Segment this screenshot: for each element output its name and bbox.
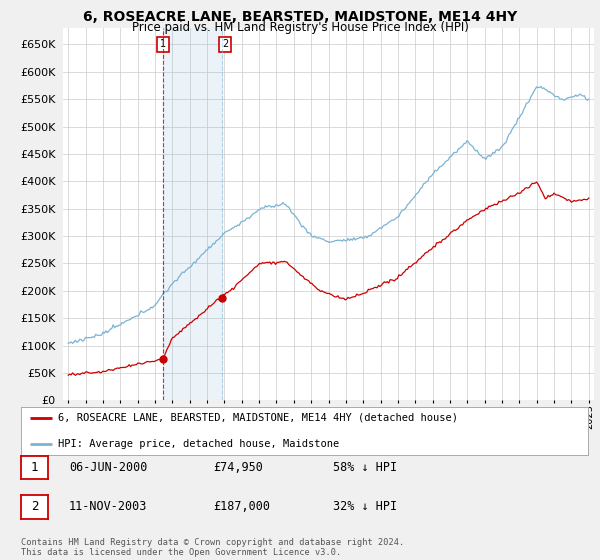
Bar (163, 28, 222, 400)
Text: Contains HM Land Registry data © Crown copyright and database right 2024.
This d: Contains HM Land Registry data © Crown c… (21, 538, 404, 557)
Text: 6, ROSEACRE LANE, BEARSTED, MAIDSTONE, ME14 4HY: 6, ROSEACRE LANE, BEARSTED, MAIDSTONE, M… (83, 10, 517, 24)
Text: £74,950: £74,950 (213, 461, 263, 474)
Text: 2: 2 (31, 500, 38, 514)
Text: 06-JUN-2000: 06-JUN-2000 (69, 461, 148, 474)
Text: 11-NOV-2003: 11-NOV-2003 (69, 500, 148, 514)
Text: Price paid vs. HM Land Registry's House Price Index (HPI): Price paid vs. HM Land Registry's House … (131, 21, 469, 34)
Text: 1: 1 (160, 39, 166, 49)
Text: 1: 1 (31, 461, 38, 474)
Text: £187,000: £187,000 (213, 500, 270, 514)
Text: 32% ↓ HPI: 32% ↓ HPI (333, 500, 397, 514)
Text: 6, ROSEACRE LANE, BEARSTED, MAIDSTONE, ME14 4HY (detached house): 6, ROSEACRE LANE, BEARSTED, MAIDSTONE, M… (58, 413, 458, 423)
Text: 58% ↓ HPI: 58% ↓ HPI (333, 461, 397, 474)
Text: HPI: Average price, detached house, Maidstone: HPI: Average price, detached house, Maid… (58, 439, 339, 449)
Text: 2: 2 (222, 39, 229, 49)
